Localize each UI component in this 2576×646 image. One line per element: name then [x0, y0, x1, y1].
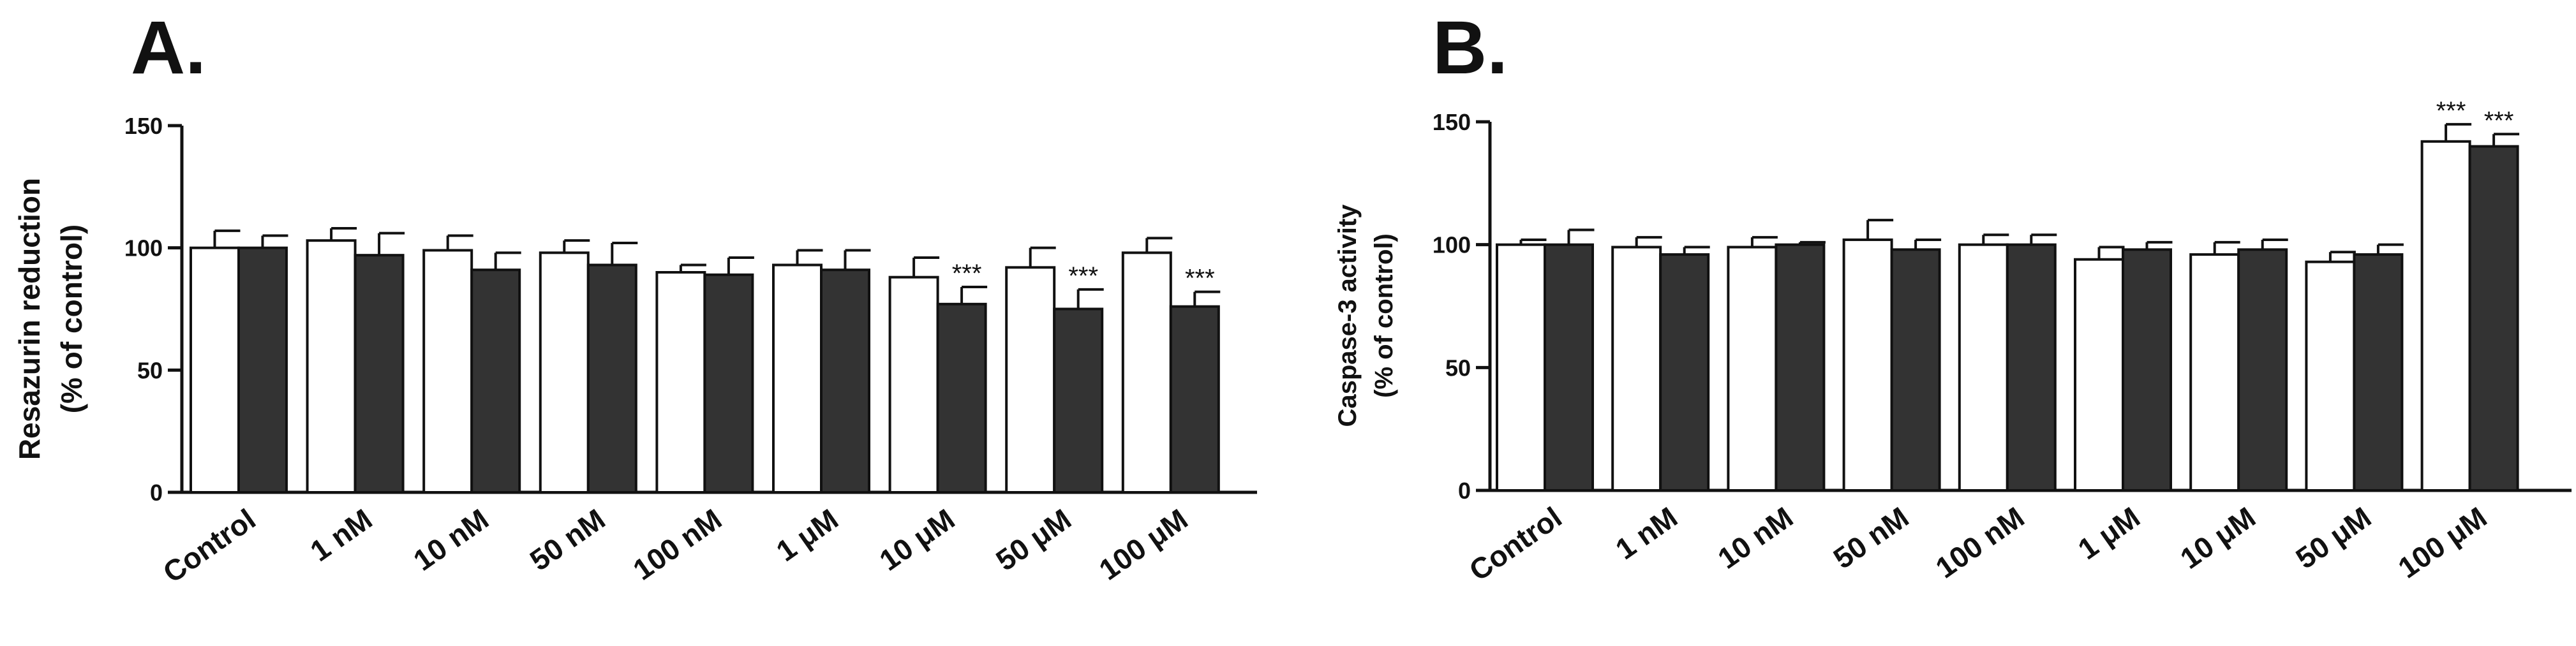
x-tick-label: 50 nM — [524, 503, 611, 577]
x-tick-label: 1 nM — [304, 503, 378, 568]
bar — [2468, 145, 2519, 492]
x-tick-label: 10 μM — [2174, 501, 2261, 575]
panel-b: B. Caspase-3 activity (% of control) 0 50… — [1334, 6, 2572, 587]
bar — [2189, 253, 2240, 492]
bar — [1496, 243, 1546, 492]
significance-label: *** — [952, 260, 982, 288]
x-tick-label: 10 nM — [407, 503, 495, 577]
y-tick-label: 150 — [1433, 109, 1471, 135]
bar — [539, 251, 590, 494]
x-tick-label: 1 nM — [1609, 501, 1683, 566]
bar — [1958, 243, 2009, 492]
panel-a: A. Resazurin reduction (% of control) 0 5… — [13, 6, 1257, 589]
y-tick-label: 100 — [124, 235, 163, 261]
y-tick-label: 0 — [150, 480, 163, 506]
bar — [422, 249, 473, 494]
bar — [190, 246, 240, 494]
y-tick-label: 50 — [1445, 355, 1471, 381]
bar — [306, 239, 357, 494]
bar — [470, 268, 521, 494]
panel-a-bars: *** *** *** — [181, 227, 1257, 494]
bar — [888, 275, 939, 494]
y-tick-label: 150 — [124, 113, 163, 139]
bar — [586, 263, 637, 494]
bar — [820, 268, 870, 494]
bar — [2420, 140, 2471, 492]
significance-label: *** — [2484, 106, 2514, 135]
panel-b-bars: *** *** — [1489, 97, 2572, 492]
panel-a-y-axis: 0 50 100 150 — [124, 113, 184, 506]
x-tick-label: 50 μM — [990, 503, 1077, 577]
x-tick-label: 10 nM — [1712, 501, 1799, 575]
bar — [2305, 260, 2356, 492]
x-tick-label: 100 nM — [1930, 501, 2030, 585]
y-tick-label: 50 — [137, 357, 163, 383]
bar — [354, 254, 405, 494]
panel-a-x-axis: Control 1 nM 10 nM 50 nM 100 nM 1 μM 10 μM 50 μ… — [157, 503, 1194, 589]
significance-label: *** — [2436, 97, 2466, 125]
x-tick-label: 100 nM — [627, 503, 728, 587]
bar — [2006, 243, 2057, 492]
x-tick-label: 100 μM — [2392, 501, 2493, 585]
panel-b-x-axis: Control 1 nM 10 nM 50 nM 100 nM 1 μM 10 μM 50 μ… — [1463, 501, 2492, 587]
x-tick-label: 1 μM — [770, 503, 844, 568]
bar — [1775, 243, 1826, 492]
panel-b-ylabel-units: (% of control) — [1370, 233, 1398, 398]
panel-a-label: A. — [131, 6, 206, 90]
panel-b-y-axis: 0 50 100 150 — [1433, 109, 1492, 504]
bar — [655, 271, 706, 494]
y-tick-label: 0 — [1458, 478, 1471, 504]
x-tick-label: 1 μM — [2072, 501, 2146, 566]
bar — [703, 273, 754, 494]
bar — [2353, 253, 2404, 492]
bar — [1005, 266, 1056, 494]
bar — [1727, 246, 1778, 492]
bar — [936, 302, 987, 494]
y-tick-label: 100 — [1433, 232, 1471, 258]
bar — [2237, 248, 2288, 492]
panel-b-label: B. — [1433, 6, 1508, 90]
bar — [1611, 246, 1662, 492]
bar — [2074, 258, 2124, 492]
x-tick-label: 50 nM — [1828, 501, 1915, 575]
bar — [772, 263, 823, 494]
bar — [1842, 238, 1893, 492]
bar — [1169, 305, 1220, 494]
panel-a-ylabel-units: (% of control) — [55, 224, 88, 413]
x-tick-label: 50 μM — [2289, 501, 2377, 575]
bar — [237, 246, 288, 494]
bar — [1544, 243, 1594, 492]
x-tick-label: Control — [157, 503, 262, 589]
significance-label: *** — [1185, 265, 1215, 293]
bar — [1121, 251, 1172, 494]
panel-a-ylabel: Resazurin reduction — [13, 178, 46, 460]
x-tick-label: 10 μM — [874, 503, 961, 577]
bar — [1659, 253, 1710, 492]
bar — [1890, 248, 1941, 492]
x-tick-label: Control — [1463, 501, 1568, 587]
bar — [2122, 248, 2172, 492]
bar — [1053, 307, 1104, 494]
panel-b-ylabel: Caspase-3 activity — [1334, 204, 1362, 427]
x-tick-label: 100 μM — [1093, 503, 1194, 587]
significance-label: *** — [1068, 262, 1098, 290]
